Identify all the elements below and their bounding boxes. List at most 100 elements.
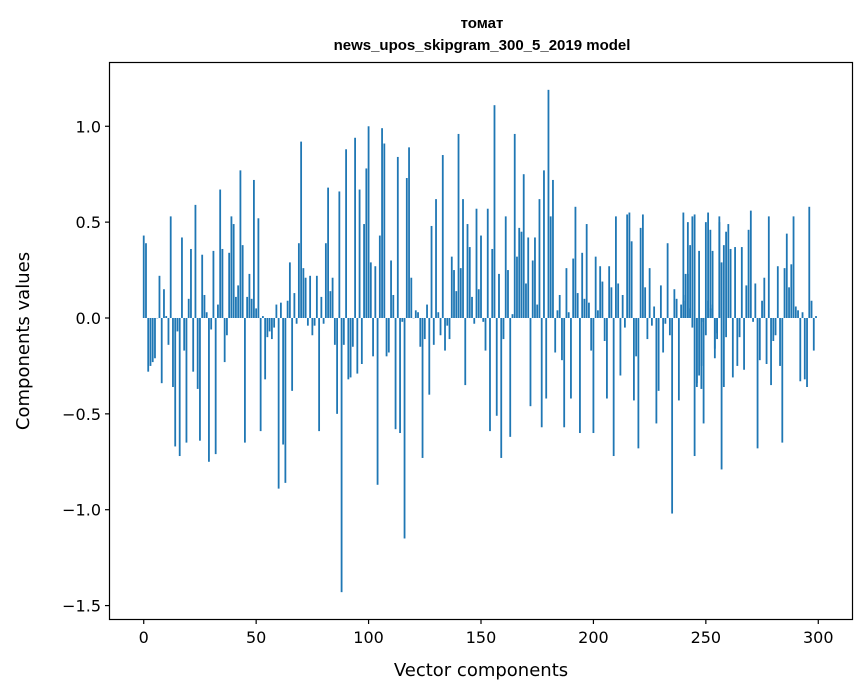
bar-214 (624, 317, 626, 328)
bar-25 (199, 317, 201, 441)
y-tick-label: −1.0 (62, 501, 101, 520)
bar-139 (455, 291, 458, 318)
bar-186 (561, 317, 563, 361)
bar-210 (615, 216, 617, 318)
bar-30 (210, 317, 213, 330)
bar-110 (390, 260, 392, 318)
bar-196 (583, 298, 586, 318)
bar-287 (788, 287, 790, 318)
bar-28 (205, 312, 208, 318)
bar-144 (466, 224, 469, 318)
bar-87 (338, 191, 341, 318)
bar-32 (214, 317, 217, 455)
bar-80 (322, 317, 325, 324)
bar-168 (520, 231, 523, 318)
bar-240 (682, 300, 685, 318)
bar-41 (235, 296, 237, 318)
bar-299 (815, 316, 817, 318)
bar-232 (664, 317, 667, 324)
bar-77 (315, 275, 318, 318)
bar-173 (531, 260, 534, 318)
bar-197 (585, 224, 588, 318)
bar-294 (803, 317, 806, 380)
bar-179 (545, 317, 548, 399)
bar-200 (592, 317, 595, 434)
bar-286 (785, 233, 788, 318)
bar-39 (230, 216, 233, 318)
bar-166 (516, 256, 518, 318)
bar-161 (504, 216, 507, 318)
bar-49 (253, 179, 255, 318)
bar-175 (536, 304, 539, 318)
bar-133 (441, 155, 444, 318)
bar-61 (279, 302, 282, 318)
bar-187 (563, 317, 566, 428)
bar-234 (668, 317, 671, 336)
bar-16 (178, 317, 181, 457)
bar-75 (311, 317, 314, 336)
bar-150 (480, 235, 482, 318)
bar-247 (698, 250, 700, 318)
bar-34 (219, 189, 222, 318)
bar-251 (707, 212, 709, 318)
bar-8 (160, 317, 163, 384)
bar-208 (610, 287, 613, 318)
bar-117 (405, 178, 408, 318)
y-axis-label: Components values (13, 252, 34, 430)
bar-194 (579, 317, 581, 434)
bar-36 (223, 317, 226, 363)
bar-124 (421, 317, 424, 458)
bar-11 (167, 317, 170, 345)
bar-207 (608, 266, 611, 318)
bar-164 (511, 314, 514, 318)
bar-52 (259, 317, 262, 432)
bar-158 (498, 273, 500, 318)
bar-275 (761, 300, 763, 318)
bar-160 (502, 317, 505, 340)
bar-274 (758, 317, 761, 361)
bar-290 (794, 306, 797, 318)
bar-191 (572, 258, 575, 318)
bar-142 (462, 199, 464, 318)
bar-199 (590, 317, 593, 351)
bar-79 (320, 296, 323, 318)
bar-153 (486, 208, 489, 318)
bar-170 (525, 283, 527, 318)
bar-281 (774, 317, 777, 336)
bar-163 (509, 317, 512, 437)
bar-202 (597, 310, 599, 318)
bar-276 (763, 277, 766, 318)
bar-73 (306, 317, 309, 326)
bar-225 (648, 268, 651, 318)
bar-136 (448, 317, 451, 340)
bar-68 (295, 317, 298, 324)
bar-235 (671, 317, 674, 514)
bar-230 (659, 285, 662, 318)
bar-219 (635, 317, 638, 357)
bar-18 (183, 317, 186, 351)
bar-222 (641, 214, 644, 318)
bar-141 (459, 268, 462, 318)
bar-233 (666, 243, 669, 318)
bar-293 (801, 312, 804, 318)
bar-260 (727, 224, 730, 318)
bar-188 (565, 268, 568, 318)
bar-58 (273, 317, 276, 328)
bar-185 (558, 294, 561, 318)
bar-50 (255, 308, 258, 318)
bar-264 (736, 317, 739, 366)
bar-261 (729, 248, 732, 318)
bar-226 (650, 317, 653, 326)
bar-298 (812, 317, 815, 351)
bar-82 (327, 187, 329, 318)
bar-134 (444, 317, 446, 351)
y-tick-label: −1.5 (62, 597, 101, 616)
bar-254 (713, 317, 716, 359)
bar-205 (603, 317, 606, 341)
bar-111 (392, 294, 395, 318)
y-tick-label: 0.0 (76, 309, 101, 328)
bar-62 (282, 317, 285, 445)
bar-89 (342, 317, 345, 345)
bar-249 (702, 317, 705, 424)
